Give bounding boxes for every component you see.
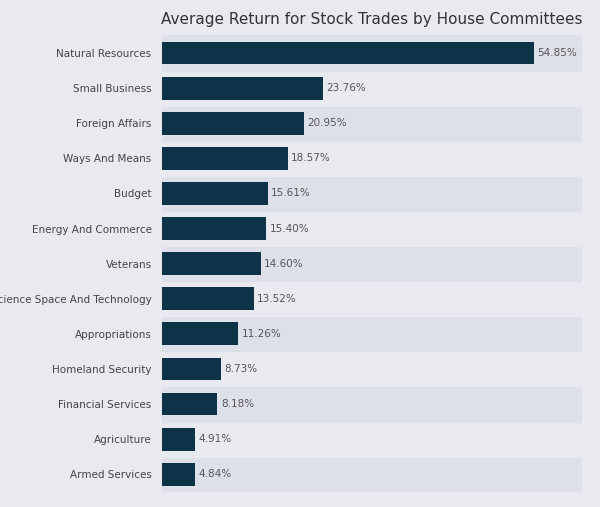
Bar xyxy=(162,316,582,351)
Bar xyxy=(162,112,304,135)
Bar xyxy=(162,182,268,205)
Bar xyxy=(162,322,238,345)
Text: 13.52%: 13.52% xyxy=(257,294,297,304)
Bar xyxy=(162,70,582,105)
Text: 20.95%: 20.95% xyxy=(307,118,347,128)
Bar xyxy=(162,217,266,240)
Bar xyxy=(162,176,582,211)
Text: 8.73%: 8.73% xyxy=(224,364,257,374)
Bar xyxy=(162,457,582,492)
Bar xyxy=(162,428,195,451)
Bar xyxy=(162,252,261,275)
Text: 15.40%: 15.40% xyxy=(270,224,310,234)
Bar xyxy=(162,392,217,415)
Bar xyxy=(162,77,323,99)
Bar xyxy=(162,211,582,246)
Text: 14.60%: 14.60% xyxy=(264,259,304,269)
Bar xyxy=(162,281,582,316)
Bar xyxy=(162,35,582,70)
Bar xyxy=(162,105,582,141)
Bar xyxy=(162,246,582,281)
Bar xyxy=(162,422,582,457)
Bar xyxy=(162,386,582,422)
Bar xyxy=(162,351,582,386)
Title: Average Return for Stock Trades by House Committees: Average Return for Stock Trades by House… xyxy=(161,12,583,27)
Bar xyxy=(162,147,288,170)
Text: 4.84%: 4.84% xyxy=(198,469,231,479)
Bar xyxy=(162,357,221,380)
Bar xyxy=(162,42,533,64)
Text: 18.57%: 18.57% xyxy=(291,153,331,163)
Bar xyxy=(162,141,582,176)
Text: 11.26%: 11.26% xyxy=(242,329,281,339)
Text: 23.76%: 23.76% xyxy=(326,83,366,93)
Bar xyxy=(162,287,254,310)
Text: 8.18%: 8.18% xyxy=(221,399,254,409)
Bar xyxy=(162,463,195,486)
Text: 54.85%: 54.85% xyxy=(537,48,577,58)
Text: 15.61%: 15.61% xyxy=(271,189,311,198)
Text: 4.91%: 4.91% xyxy=(199,434,232,444)
